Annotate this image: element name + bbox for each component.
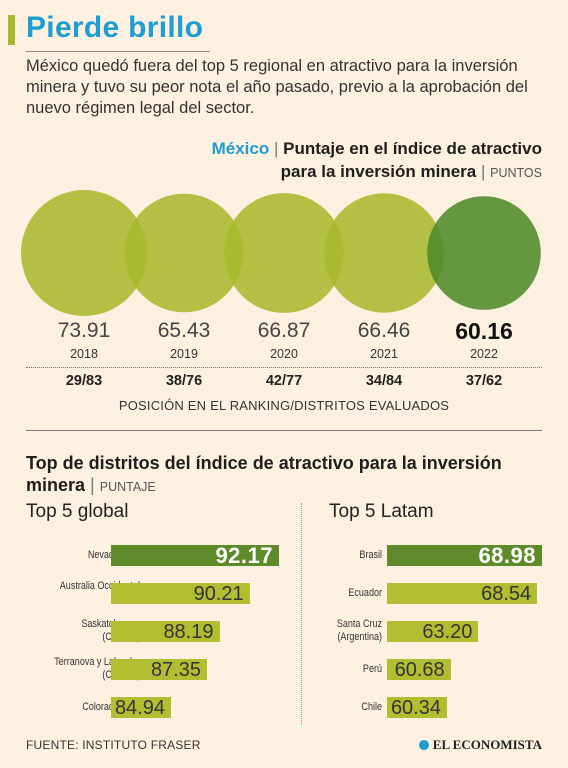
bubble-2020 <box>224 193 344 313</box>
score-label-2019: 65.43 <box>157 319 211 342</box>
page-title: Pierde brillo <box>26 11 204 44</box>
bar-value-label: 68.98 <box>478 543 536 568</box>
bar: 60.34 <box>387 697 447 719</box>
bar-value-label: 90.21 <box>193 583 244 605</box>
bubble-2018 <box>21 190 147 316</box>
title-accent-bar <box>8 15 15 45</box>
score-label-2022: 60.16 <box>455 318 513 344</box>
latam-chart-title: Top 5 Latam <box>329 501 434 522</box>
ranking-label-2019: 38/76 <box>165 373 203 389</box>
bar-label: Chile <box>361 701 382 713</box>
ranking-label-2018: 29/83 <box>65 373 103 389</box>
bubble-2019 <box>124 193 244 313</box>
bar: 88.19 <box>111 621 220 643</box>
ranking-caption: POSICIÓN EN EL RANKING/DISTRITOS EVALUAD… <box>118 398 450 413</box>
year-label-2022: 2022 <box>470 347 498 361</box>
year-label-2018: 2018 <box>70 347 98 361</box>
score-label-2020: 66.87 <box>257 319 311 342</box>
ranking-label-2020: 42/77 <box>265 373 303 389</box>
bar: 68.54 <box>387 583 538 605</box>
chart-title-separator: | <box>273 139 279 158</box>
chart-vertical-separator <box>301 503 302 725</box>
bar: 63.20 <box>387 621 479 643</box>
dotted-separator <box>26 367 542 368</box>
year-label-2019: 2019 <box>170 347 198 361</box>
bubble-2022 <box>427 196 541 310</box>
chart-unit: PUNTOS <box>490 166 542 180</box>
ranking-label-2022: 37/62 <box>465 373 503 389</box>
mexico-chart-title: México | Puntaje en el índice de atracti… <box>212 137 542 185</box>
bar-label: Ecuador <box>348 587 382 599</box>
chart-unit-separator: | <box>480 162 486 181</box>
bar-value-label: 68.54 <box>481 583 532 605</box>
bar-value-label: 88.19 <box>163 621 214 643</box>
bar-value-label: 92.17 <box>215 543 273 568</box>
bar-value-label: 63.20 <box>422 621 473 643</box>
bar-value-label: 60.34 <box>390 697 441 719</box>
brand-icon <box>418 740 429 750</box>
score-circles <box>21 190 541 316</box>
bar-label: Brasil <box>359 549 382 561</box>
score-label-2018: 73.91 <box>57 319 111 342</box>
section-title: Top de distritos del índice de atractivo… <box>26 452 546 498</box>
section-title-text: Top de distritos del índice de atractivo… <box>26 453 502 495</box>
section-divider <box>26 430 542 431</box>
bubble-2021 <box>324 193 444 313</box>
global-chart-title: Top 5 global <box>26 501 129 522</box>
score-label-2021: 66.46 <box>357 319 411 342</box>
bar: 90.21 <box>111 583 250 605</box>
title-underline <box>26 51 210 52</box>
bar-label: Santa Cruz (Argentina) <box>336 618 382 643</box>
chart-title-line1: Puntaje en el índice de atractivo <box>283 139 542 158</box>
section-title-separator: | <box>90 475 95 495</box>
brand-name: EL ECONOMISTA <box>432 737 542 752</box>
bar-value-label: 84.94 <box>114 697 165 719</box>
bar: 60.68 <box>387 659 451 681</box>
bar: 84.94 <box>111 697 171 719</box>
bar-value-label: 60.68 <box>394 659 445 681</box>
chart-title-country: México <box>211 139 270 158</box>
bar: 87.35 <box>111 659 207 681</box>
page-subtitle: México quedó fuera del top 5 regional en… <box>26 57 528 117</box>
bar: 92.17 <box>111 543 279 568</box>
bar: 68.98 <box>387 543 542 568</box>
bar-label: Perú <box>362 663 382 675</box>
source-note: FUENTE: INSTITUTO FRASER <box>26 738 201 752</box>
year-label-2020: 2020 <box>270 347 298 361</box>
bar-value-label: 87.35 <box>150 659 201 681</box>
year-label-2021: 2021 <box>370 347 398 361</box>
chart-title-line2: para la inversión minera <box>280 162 477 181</box>
ranking-label-2021: 34/84 <box>365 373 403 389</box>
section-unit: PUNTAJE <box>99 480 156 494</box>
brand-logo: EL ECONOMISTA <box>418 737 542 753</box>
